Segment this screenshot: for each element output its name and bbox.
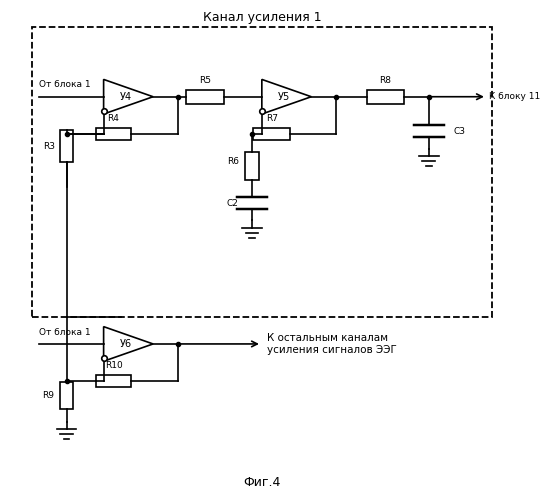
Text: R3: R3 <box>43 142 55 150</box>
Text: К остальным каналам
усиления сигналов ЭЭГ: К остальным каналам усиления сигналов ЭЭ… <box>267 333 397 354</box>
Text: R8: R8 <box>379 76 391 85</box>
Text: У6: У6 <box>120 339 132 349</box>
FancyBboxPatch shape <box>96 128 131 140</box>
Text: R5: R5 <box>199 76 211 85</box>
Text: R4: R4 <box>107 114 119 123</box>
Text: К блоку 11: К блоку 11 <box>489 92 540 101</box>
Text: Фиг.4: Фиг.4 <box>243 476 281 489</box>
Polygon shape <box>104 80 153 114</box>
Text: У5: У5 <box>278 92 290 102</box>
Text: C2: C2 <box>226 198 238 207</box>
FancyBboxPatch shape <box>186 90 223 104</box>
Text: R6: R6 <box>227 156 239 166</box>
FancyBboxPatch shape <box>96 375 131 387</box>
Text: R9: R9 <box>42 392 54 400</box>
FancyBboxPatch shape <box>253 128 291 140</box>
Text: R10: R10 <box>105 361 122 370</box>
FancyBboxPatch shape <box>245 152 259 180</box>
Text: От блока 1: От блока 1 <box>40 80 91 90</box>
FancyBboxPatch shape <box>367 90 404 104</box>
Polygon shape <box>104 326 153 361</box>
Text: У4: У4 <box>120 92 132 102</box>
Text: Канал усиления 1: Канал усиления 1 <box>203 11 321 24</box>
FancyBboxPatch shape <box>60 382 74 409</box>
Polygon shape <box>262 80 311 114</box>
Text: От блока 1: От блока 1 <box>40 328 91 336</box>
Text: C3: C3 <box>454 127 466 136</box>
FancyBboxPatch shape <box>60 130 74 162</box>
Text: R7: R7 <box>266 114 278 123</box>
